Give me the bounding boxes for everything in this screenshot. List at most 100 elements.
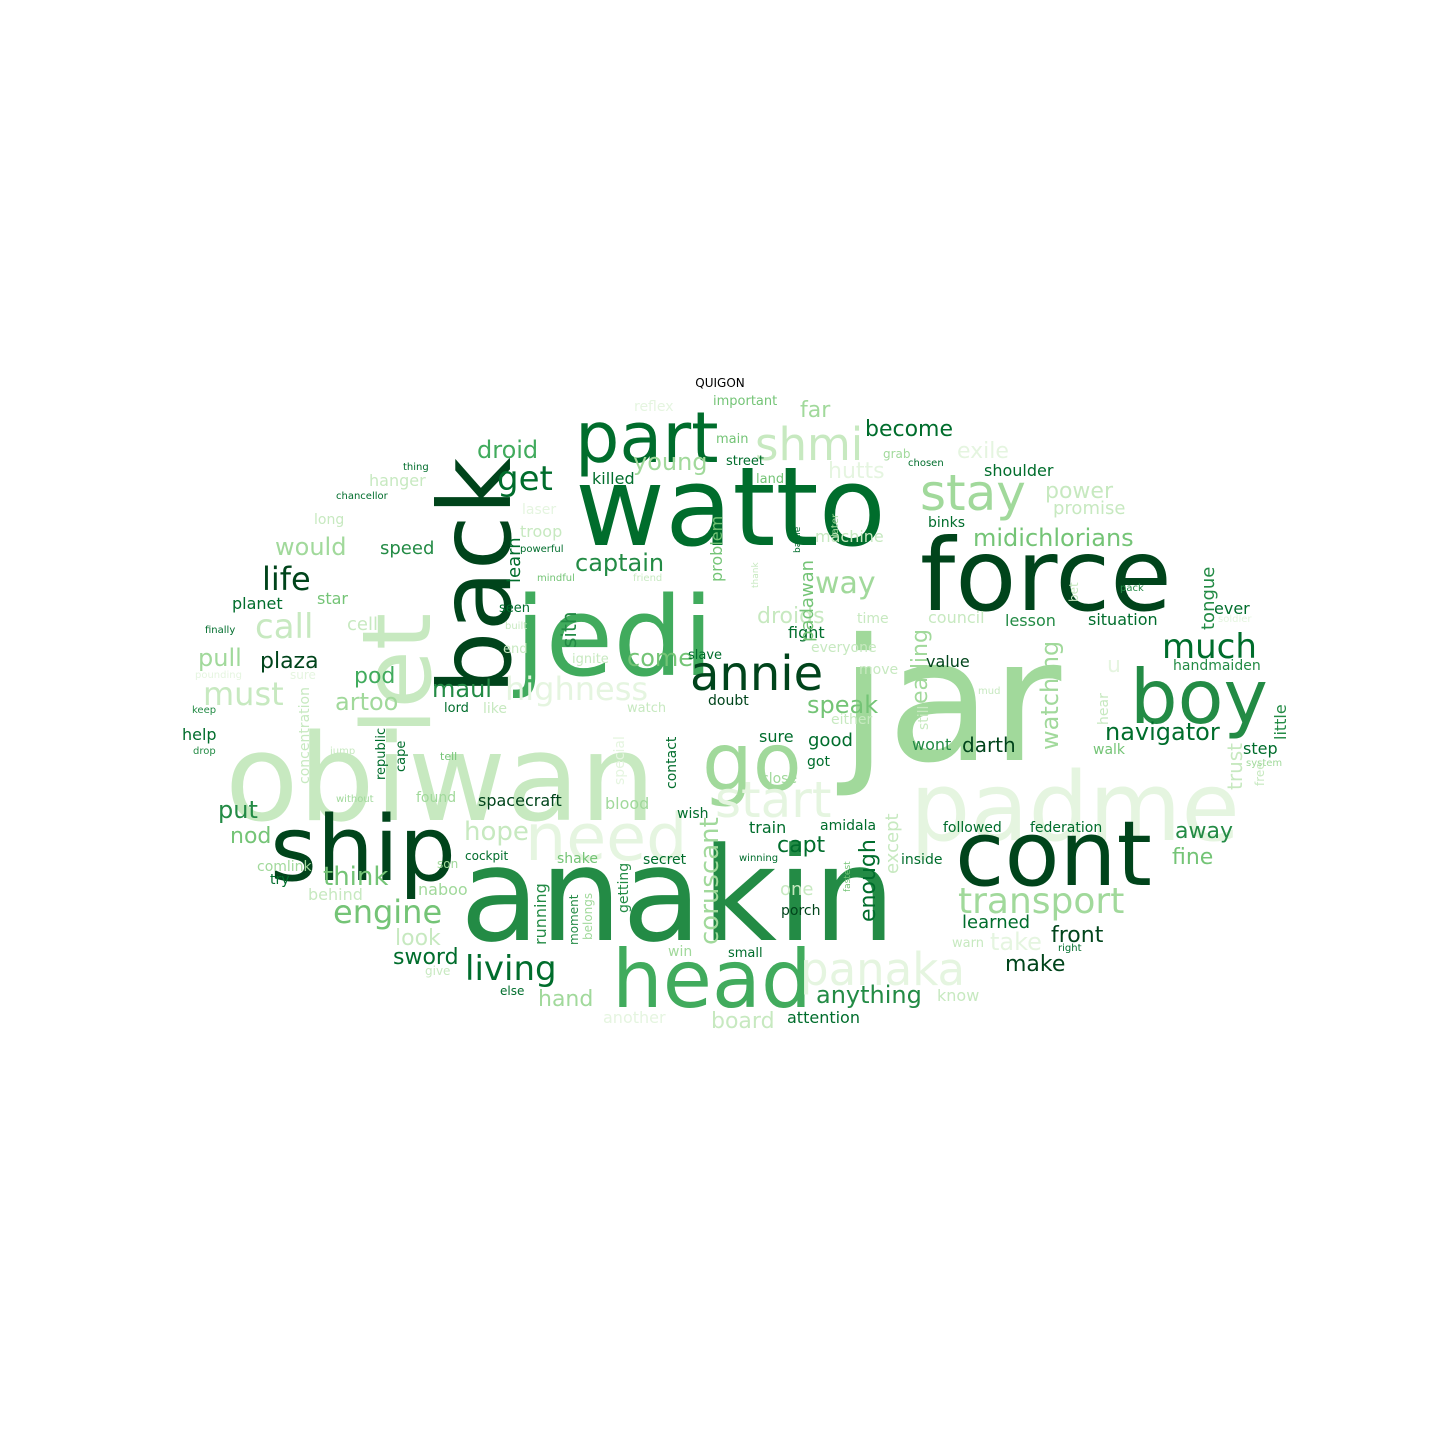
word-end: end bbox=[503, 642, 528, 657]
word-hanger: hanger bbox=[369, 471, 426, 490]
word-padawan: padawan bbox=[797, 560, 818, 642]
word-naboo: naboo bbox=[418, 880, 468, 899]
word-panaka: panaka bbox=[800, 943, 965, 996]
word-pod: pod bbox=[354, 664, 395, 689]
word-problem: problem bbox=[707, 516, 726, 582]
word-bet: bet bbox=[1067, 582, 1081, 602]
word-part: part bbox=[575, 397, 719, 479]
word-right: right bbox=[1058, 943, 1082, 954]
word-become: become bbox=[865, 417, 953, 442]
word-concentration: concentration bbox=[297, 687, 313, 784]
word-got: got bbox=[807, 754, 830, 770]
word-free: free bbox=[1253, 762, 1267, 786]
word-tell: tell bbox=[440, 750, 457, 763]
word-warn: warn bbox=[952, 936, 984, 951]
word-wish: wish bbox=[677, 806, 709, 822]
word-nod: nod bbox=[230, 824, 271, 849]
word-front: front bbox=[1051, 923, 1104, 948]
word-jar: jar bbox=[836, 603, 1061, 801]
word-ignite: ignite bbox=[572, 652, 609, 667]
word-hutts: hutts bbox=[828, 459, 885, 484]
word-promise: promise bbox=[1053, 498, 1125, 519]
word-long: long bbox=[314, 512, 344, 528]
word-pack: pack bbox=[1120, 583, 1144, 594]
word-time: time bbox=[857, 611, 889, 627]
word-handmaiden: handmaiden bbox=[1173, 658, 1261, 674]
word-chancellor: chancellor bbox=[336, 491, 389, 502]
word-head: head bbox=[612, 933, 812, 1026]
word-shake: shake bbox=[557, 851, 598, 867]
word-darth: darth bbox=[962, 733, 1016, 757]
word-situation: situation bbox=[1088, 610, 1158, 629]
word-like: like bbox=[483, 701, 507, 717]
word-thing: thing bbox=[403, 462, 429, 473]
word-followed: followed bbox=[943, 820, 1002, 836]
word-hand: hand bbox=[538, 987, 593, 1012]
word-later: later bbox=[830, 513, 841, 537]
word-star: star bbox=[317, 589, 348, 608]
word-porch: porch bbox=[781, 903, 820, 919]
word-good: good bbox=[808, 730, 853, 751]
word-behind: behind bbox=[308, 885, 363, 904]
word-artoo: artoo bbox=[335, 688, 398, 716]
word-ship: ship bbox=[270, 797, 456, 902]
word-look: look bbox=[395, 926, 441, 951]
word-ever: ever bbox=[1214, 599, 1250, 618]
word-padme: padme bbox=[910, 753, 1240, 863]
word-federation: federation bbox=[1030, 820, 1102, 836]
word-transport: transport bbox=[958, 881, 1124, 922]
word-would: would bbox=[275, 533, 346, 561]
word-step: step bbox=[1243, 739, 1278, 758]
word-engine: engine bbox=[333, 893, 442, 931]
word-killed: killed bbox=[592, 469, 635, 488]
word-maul: maul bbox=[432, 675, 492, 703]
word-running: running bbox=[531, 883, 550, 945]
word-win: win bbox=[668, 944, 692, 960]
word-learned: learned bbox=[962, 912, 1030, 933]
word-else: else bbox=[500, 984, 524, 998]
word-anything: anything bbox=[816, 981, 922, 1009]
word-away: away bbox=[1175, 819, 1233, 844]
word-capt: capt bbox=[777, 833, 826, 858]
word-get: get bbox=[497, 459, 553, 499]
word-land: land bbox=[756, 472, 784, 487]
word-anakin: anakin bbox=[460, 819, 896, 971]
word-shoulder: shoulder bbox=[984, 461, 1054, 480]
word-without: without bbox=[336, 794, 374, 805]
word-wont: wont bbox=[912, 735, 951, 754]
word-much: much bbox=[1162, 627, 1257, 667]
word-important: important bbox=[713, 394, 777, 409]
word-come: come bbox=[627, 644, 693, 672]
word-winning: winning bbox=[739, 853, 778, 864]
word-put: put bbox=[218, 796, 258, 824]
word-u: u bbox=[1107, 653, 1121, 678]
word-midichlorians: midichlorians bbox=[973, 524, 1134, 552]
word-powerful: powerful bbox=[520, 544, 564, 555]
word-pull: pull bbox=[198, 644, 242, 672]
word-attention: attention bbox=[787, 1008, 860, 1027]
word-go: go bbox=[702, 716, 802, 809]
word-life: life bbox=[262, 560, 311, 598]
word-droids: droids bbox=[757, 604, 825, 629]
word-drop: drop bbox=[193, 746, 216, 757]
word-small: small bbox=[728, 946, 763, 961]
word-jedi: jedi bbox=[513, 573, 714, 701]
word-far: far bbox=[800, 398, 831, 423]
word-spacecraft: spacecraft bbox=[478, 791, 562, 810]
word-hear: hear bbox=[1096, 693, 1112, 725]
word-battle: battle bbox=[793, 526, 803, 553]
word-soldier: soldier bbox=[1218, 614, 1252, 625]
word-move: move bbox=[859, 662, 898, 678]
word-lord: lord bbox=[444, 701, 469, 716]
word-start: start bbox=[715, 771, 831, 829]
word-lesson: lesson bbox=[1005, 611, 1056, 630]
word-know: know bbox=[937, 986, 979, 1005]
word-try: try bbox=[270, 872, 290, 888]
word-council: council bbox=[928, 608, 985, 627]
word-highness: highness bbox=[505, 670, 648, 708]
word-droid: droid bbox=[477, 436, 538, 464]
word-boy: boy bbox=[1130, 653, 1268, 741]
word-laser: laser bbox=[522, 502, 556, 518]
word-sith: sith bbox=[557, 612, 581, 649]
word-train: train bbox=[749, 818, 786, 837]
